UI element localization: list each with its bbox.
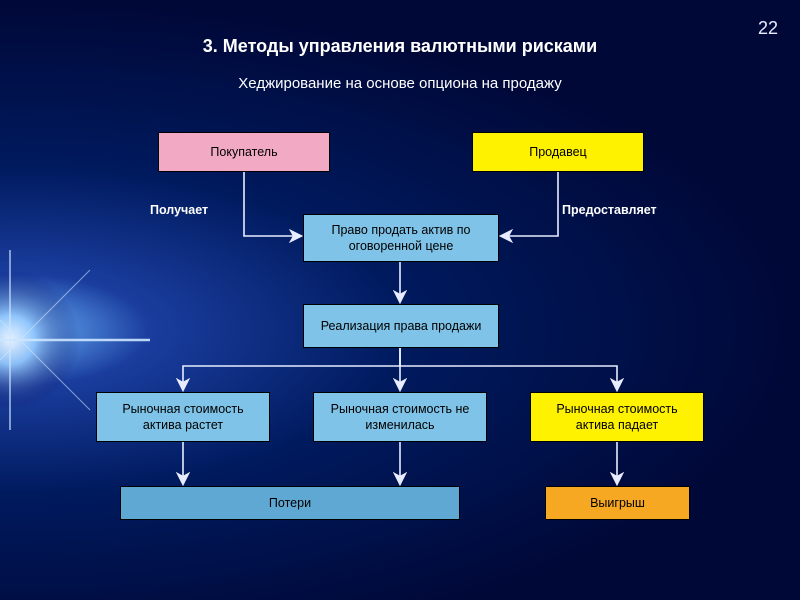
slide-title: 3. Методы управления валютными рисками [0,36,800,57]
node-buyer: Покупатель [158,132,330,172]
arrow-0 [244,172,300,236]
node-down: Рыночная стоимость актива падает [530,392,704,442]
arrow-5 [400,348,617,389]
node-same: Рыночная стоимость не изменилась [313,392,487,442]
node-realize: Реализация права продажи [303,304,499,348]
edge-label-provides: Предоставляет [562,203,657,217]
node-right: Право продать актив по оговоренной цене [303,214,499,262]
node-win: Выигрыш [545,486,690,520]
node-seller: Продавец [472,132,644,172]
node-up: Рыночная стоимость актива растет [96,392,270,442]
edge-label-gets: Получает [150,203,208,217]
arrow-3 [183,348,400,389]
arrow-1 [502,172,558,236]
slide-subtitle: Хеджирование на основе опциона на продаж… [0,75,800,92]
node-loss: Потери [120,486,460,520]
